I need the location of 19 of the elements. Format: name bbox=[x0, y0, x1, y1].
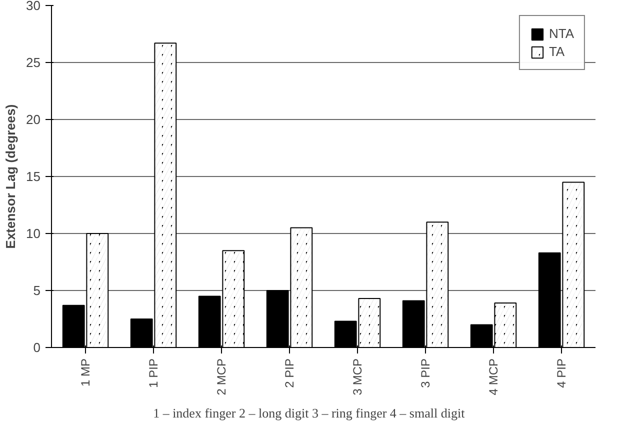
legend-label: NTA bbox=[548, 26, 574, 41]
text: 1 – index finger 2 – long digit 3 – ring finger 4 – small digit bbox=[153, 406, 466, 420]
y-tick-label: 0 bbox=[33, 340, 41, 355]
y-tick-label: 5 bbox=[33, 283, 41, 298]
y-tick-label: 25 bbox=[26, 55, 41, 70]
x-tick-label: 3 PIP bbox=[418, 358, 432, 388]
x-tick-label: 4 PIP bbox=[554, 358, 568, 388]
x-tick-label: 2 MCP bbox=[214, 358, 228, 396]
legend-label: TA bbox=[548, 44, 566, 59]
y-tick-label: 20 bbox=[26, 112, 41, 127]
x-tick-label: 1 MP bbox=[78, 358, 92, 387]
x-tick-label: 3 MCP bbox=[350, 358, 364, 396]
y-tick-label: 15 bbox=[26, 169, 41, 184]
y-tick-label: 30 bbox=[26, 0, 41, 13]
x-tick-label: 1 PIP bbox=[146, 358, 160, 388]
y-tick-label: 10 bbox=[26, 226, 41, 241]
y-axis-title: Extensor Lag (degrees) bbox=[3, 104, 18, 249]
x-tick-label: 2 PIP bbox=[282, 358, 296, 388]
x-tick-label: 4 MCP bbox=[486, 358, 500, 396]
